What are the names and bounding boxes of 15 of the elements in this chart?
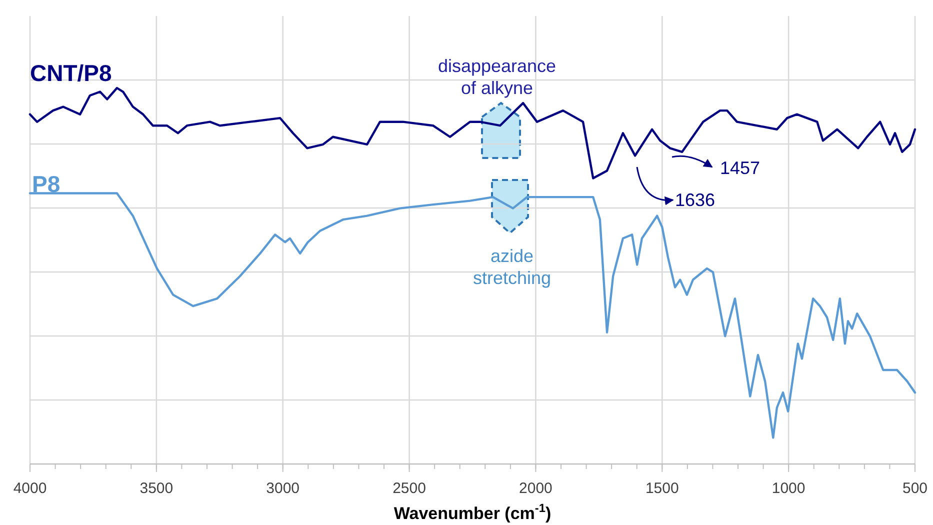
x-tick-label: 3500 (140, 480, 174, 497)
x-tick-label: 4000 (13, 480, 47, 497)
x-tick-label: 1500 (645, 480, 679, 497)
x-axis-title: Wavenumber (cm$^{-1}$) (394, 501, 552, 523)
annotation: 1457 (720, 158, 760, 178)
x-tick-label: 2500 (392, 480, 426, 497)
series-label: P8 (32, 171, 60, 197)
x-tick-label: 1000 (772, 480, 806, 497)
annotation: disappearance of alkyne (438, 56, 556, 98)
series-label: CNT/P8 (30, 60, 112, 86)
x-tick-label: 2000 (519, 480, 552, 497)
annotation: 1636 (675, 190, 716, 210)
x-tick-label: 3000 (266, 480, 300, 497)
x-tick-label: 500 (902, 480, 928, 497)
annotation: azide stretching (472, 246, 552, 288)
